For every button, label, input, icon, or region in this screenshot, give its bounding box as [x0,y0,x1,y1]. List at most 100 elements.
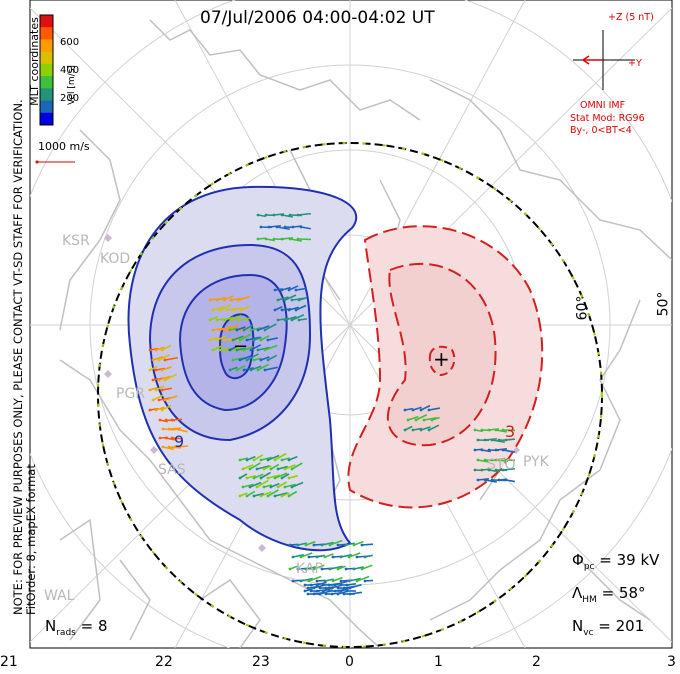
station-wal: WAL [44,588,75,604]
vector-origin [236,338,240,342]
velocity-vector [236,326,246,331]
velocity-vector [415,414,428,421]
velocity-vector [152,355,164,361]
velocity-vector [236,365,246,371]
velocity-vector [297,212,312,216]
vector-origin [252,476,256,480]
vector-origin [331,555,335,559]
velocity-vector [288,455,298,461]
velocity-vector [267,474,280,479]
velocity-vector [243,367,254,371]
vector-origin [287,476,291,480]
vector-origin [324,586,328,590]
vector-origin [348,586,352,590]
velocity-vector [334,580,348,586]
vector-origin [490,458,494,462]
station-kod: KOD [100,251,131,267]
velocity-vector [324,553,334,558]
vector-origin [266,476,270,480]
velocity-vector [346,582,357,586]
imf-condition: By-, 0<BT<4 [570,125,632,136]
velocity-vector [288,306,299,311]
velocity-vector [260,335,270,341]
velocity-vector [353,540,364,546]
velocity-vector [212,344,224,351]
vector-origin [430,418,434,422]
vector-origin [218,308,222,312]
velocity-vector [246,336,260,341]
vector-origin [256,348,260,352]
velocity-vector [284,464,296,470]
vector-origin [315,583,319,587]
vector-origin [296,543,300,547]
vector-origin [321,583,325,587]
velocity-vector [289,238,302,242]
velocity-vector [428,424,440,431]
vector-origin [483,478,487,482]
vector-origin [290,485,294,489]
vector-origin [294,308,298,312]
vector-origin [259,358,263,362]
vector-origin [249,368,253,372]
vector-origin [299,555,303,559]
velocity-vector [256,465,270,470]
vector-origin [290,318,294,322]
velocity-vector [253,492,264,497]
vector-origin [160,368,164,372]
vector-origin [320,543,324,547]
stat-model: Stat Mod: RG96 [570,113,645,124]
vector-origin [222,318,226,322]
vector-origin [480,428,484,432]
vector-origin [296,567,300,571]
colorbar-border [39,14,54,126]
velocity-vector [281,237,294,240]
vector-origin [163,398,167,402]
vector-origin [306,592,310,596]
mlt-hour-22: 22 [155,654,173,670]
velocity-vector [502,467,516,471]
vector-origin [211,308,215,312]
vector-origin [238,458,242,462]
velocity-vector [329,565,343,570]
contour-label-neg: 9 [174,432,184,451]
vector-origin [331,579,335,583]
vector-origin [264,213,268,217]
velocity-vector [164,373,178,381]
velocity-vector [249,481,262,488]
vector-origin [276,485,280,489]
vector-origin [283,318,287,322]
velocity-vector [488,469,499,473]
vector-origin [164,418,168,422]
vector-origin [307,555,311,559]
station-pgr: PGR [116,386,146,402]
contour-core-pos [428,345,456,377]
velocity-vector [174,445,189,448]
vector-origin [242,368,246,372]
velocity-vector [242,483,254,488]
vector-origin [297,318,301,322]
mlt-hour-3: 3 [667,654,676,670]
velocity-vector [484,479,497,483]
vector-origin [161,445,165,449]
vector-origin [304,567,308,571]
station-sto: STO [487,457,516,473]
vector-origin [403,408,407,412]
vector-origin [494,468,498,472]
colorbar-segment [40,27,53,40]
vector-origin [294,288,298,292]
velocity-vector [308,575,322,582]
velocity-vector [165,437,175,441]
vector-origin [280,458,284,462]
vector-origin [239,308,243,312]
mlt-hour-23: 23 [252,654,270,670]
vector-origin [170,418,174,422]
vector-origin [315,589,319,593]
vector-origin [235,348,239,352]
vector-origin [406,418,410,422]
velocity-vector [216,296,226,301]
vector-origin [232,348,236,352]
vector-origin [287,494,291,498]
velocity-vector [277,481,288,488]
mlt-hour-1: 1 [434,654,443,670]
vector-origin [494,448,498,452]
